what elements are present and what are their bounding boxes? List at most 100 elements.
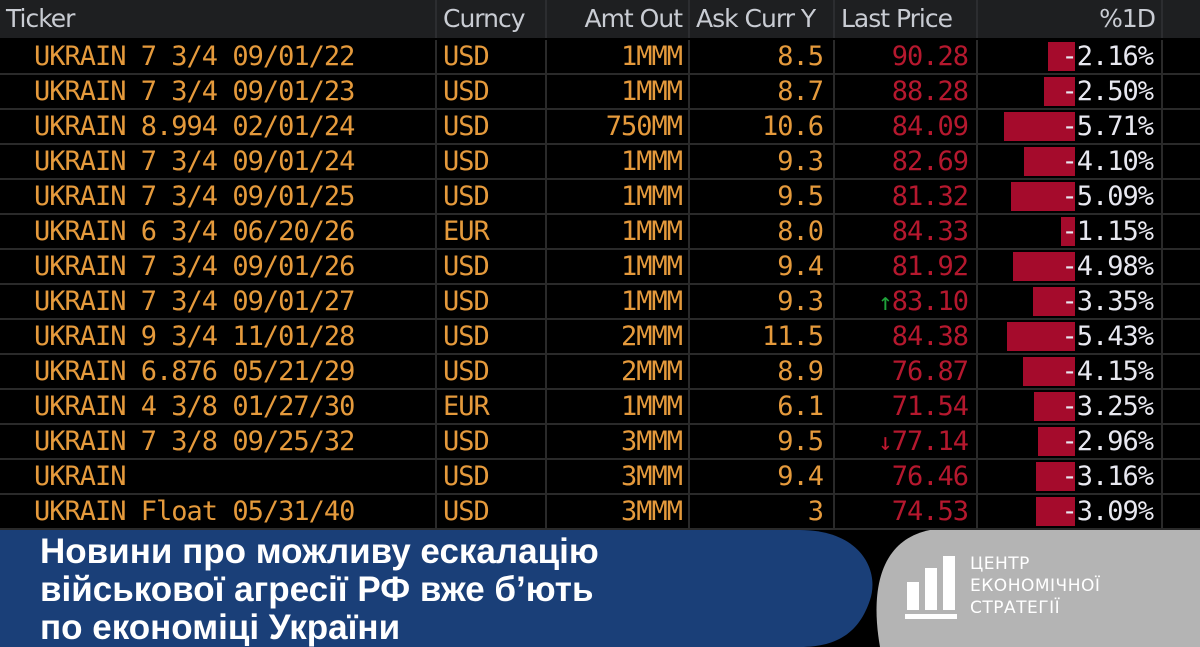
extra-cell [1163,250,1200,283]
logo-line: ЕКОНОМІЧНОЇ [970,576,1101,596]
last-price-cell: 84.09 [835,110,978,143]
ticker-cell[interactable]: UKRAIN Float 05/31/40 [0,495,437,528]
pct-change-cell: -3.16% [978,460,1163,493]
overlay-shapes [0,530,1200,647]
last-price-value: 82.69 [891,146,969,177]
table-row[interactable]: UKRAIN 9 3/4 11/01/28 USD 2MMM 11.5 84.38 -5.… [0,320,1200,355]
amt-out-cell: 1MMM [547,215,690,248]
pct-change-bar [1036,497,1075,526]
last-price-cell: 84.38 [835,320,978,353]
pct-change-bar [1038,427,1075,456]
currency-cell: USD [437,320,547,353]
last-price-cell: 76.46 [835,460,978,493]
extra-cell [1163,425,1200,458]
pct-change-value: -5.43% [1061,321,1154,352]
table-row[interactable]: UKRAIN 7 3/4 09/01/24 USD 1MMM 9.3 82.69 -4.1… [0,145,1200,180]
ask-cell: 9.3 [690,285,835,318]
pct-change-value: -5.09% [1061,181,1154,212]
ticker-cell[interactable]: UKRAIN 4 3/8 01/27/30 [0,390,437,423]
pct-change-value: -3.16% [1061,461,1154,492]
last-price-cell: 71.54 [835,390,978,423]
amt-out-cell: 750MM [547,110,690,143]
pct-change-cell: -4.98% [978,250,1163,283]
ticker-cell[interactable]: UKRAIN 7 3/4 09/01/27 [0,285,437,318]
pct-change-value: -4.15% [1061,356,1154,387]
header-pct-1d[interactable]: %1D [978,0,1163,38]
currency-cell: USD [437,75,547,108]
header-currency[interactable]: Curncy [437,0,547,38]
pct-change-cell: -1.15% [978,215,1163,248]
amt-out-cell: 1MMM [547,285,690,318]
headline-line: військової агресії РФ вже б’ють [40,570,594,609]
headline-line: по економіці України [40,608,401,647]
ticker-cell[interactable]: UKRAIN 7 3/4 09/01/24 [0,145,437,178]
header-ask[interactable]: Ask Curr Y [690,0,835,38]
table-row[interactable]: UKRAIN 6 3/4 06/20/26 EUR 1MMM 8.0 84.33 -1.1… [0,215,1200,250]
last-price-cell: 84.33 [835,215,978,248]
ticker-cell[interactable]: UKRAIN 9 3/4 11/01/28 [0,320,437,353]
header-amt-out[interactable]: Amt Out [547,0,690,38]
header-ticker[interactable]: Ticker [0,0,437,38]
currency-cell: EUR [437,390,547,423]
ticker-cell[interactable]: UKRAIN 7 3/4 09/01/22 [0,40,437,73]
table-row[interactable]: UKRAIN 7 3/4 09/01/25 USD 1MMM 9.5 81.32 -5.0… [0,180,1200,215]
ask-cell: 3 [690,495,835,528]
blue-headline-blob [0,530,873,647]
extra-cell [1163,40,1200,73]
last-price-value: 84.09 [891,111,969,142]
table-row[interactable]: UKRAIN 8.994 02/01/24 USD 750MM 10.6 84.09 -5… [0,110,1200,145]
last-price-cell: 88.28 [835,75,978,108]
logo-bars-icon [905,556,957,624]
table-row[interactable]: UKRAIN 4 3/8 01/27/30 EUR 1MMM 6.1 71.54 -3.2… [0,390,1200,425]
pct-change-bar [1043,77,1075,106]
amt-out-cell: 1MMM [547,40,690,73]
pct-change-cell: -2.50% [978,75,1163,108]
last-price-value: 76.46 [891,461,969,492]
ask-cell: 9.4 [690,250,835,283]
ticker-cell[interactable]: UKRAIN 7 3/4 09/01/23 [0,75,437,108]
pct-change-cell: -5.71% [978,110,1163,143]
ticker-cell[interactable]: UKRAIN [0,460,437,493]
ask-cell: 11.5 [690,320,835,353]
table-row[interactable]: UKRAIN 7 3/4 09/01/27 USD 1MMM 9.3 ↑83.10 -3.… [0,285,1200,320]
ticker-cell[interactable]: UKRAIN 7 3/4 09/01/25 [0,180,437,213]
ticker-cell[interactable]: UKRAIN 7 3/8 09/25/32 [0,425,437,458]
table-row[interactable]: UKRAIN 7 3/8 09/25/32 USD 3MMM 9.5 ↓77.14 -2.… [0,425,1200,460]
pct-change-value: -5.71% [1061,111,1154,142]
pct-change-cell: -4.15% [978,355,1163,388]
amt-out-cell: 1MMM [547,180,690,213]
ticker-cell[interactable]: UKRAIN 8.994 02/01/24 [0,110,437,143]
last-price-cell: ↓77.14 [835,425,978,458]
pct-change-bar [1012,252,1075,281]
gray-logo-blob [876,530,1200,647]
last-price-value: 74.53 [891,496,969,527]
header-last-price[interactable]: Last Price [835,0,978,38]
currency-cell: USD [437,180,547,213]
last-price-cell: 90.28 [835,40,978,73]
table-row[interactable]: UKRAIN 6.876 05/21/29 USD 2MMM 8.9 76.87 -4.1… [0,355,1200,390]
currency-cell: USD [437,285,547,318]
table-row[interactable]: UKRAIN 7 3/4 09/01/26 USD 1MMM 9.4 81.92 -4.9… [0,250,1200,285]
currency-cell: USD [437,460,547,493]
currency-cell: USD [437,145,547,178]
ticker-cell[interactable]: UKRAIN 7 3/4 09/01/26 [0,250,437,283]
table-header: Ticker Curncy Amt Out Ask Curr Y Last Pr… [0,0,1200,38]
extra-cell [1163,355,1200,388]
last-price-value: 81.92 [891,251,969,282]
last-price-cell: ↑83.10 [835,285,978,318]
ticker-cell[interactable]: UKRAIN 6.876 05/21/29 [0,355,437,388]
logo-line: ЦЕНТР [970,554,1030,574]
currency-cell: USD [437,250,547,283]
last-price-cell: 76.87 [835,355,978,388]
currency-cell: USD [437,425,547,458]
last-price-cell: 81.32 [835,180,978,213]
table-row[interactable]: UKRAIN 7 3/4 09/01/22 USD 1MMM 8.5 90.28 -2.1… [0,40,1200,75]
ticker-cell[interactable]: UKRAIN 6 3/4 06/20/26 [0,215,437,248]
pct-change-bar [1033,287,1075,316]
table-row[interactable]: UKRAIN USD 3MMM 9.4 76.46 -3.16% [0,460,1200,495]
table-row[interactable]: UKRAIN 7 3/4 09/01/23 USD 1MMM 8.7 88.28 -2.5… [0,75,1200,110]
table-row[interactable]: UKRAIN Float 05/31/40 USD 3MMM 3 74.53 -3.09% [0,495,1200,530]
pct-change-value: -2.16% [1061,41,1154,72]
amt-out-cell: 3MMM [547,425,690,458]
pct-change-cell: -2.96% [978,425,1163,458]
